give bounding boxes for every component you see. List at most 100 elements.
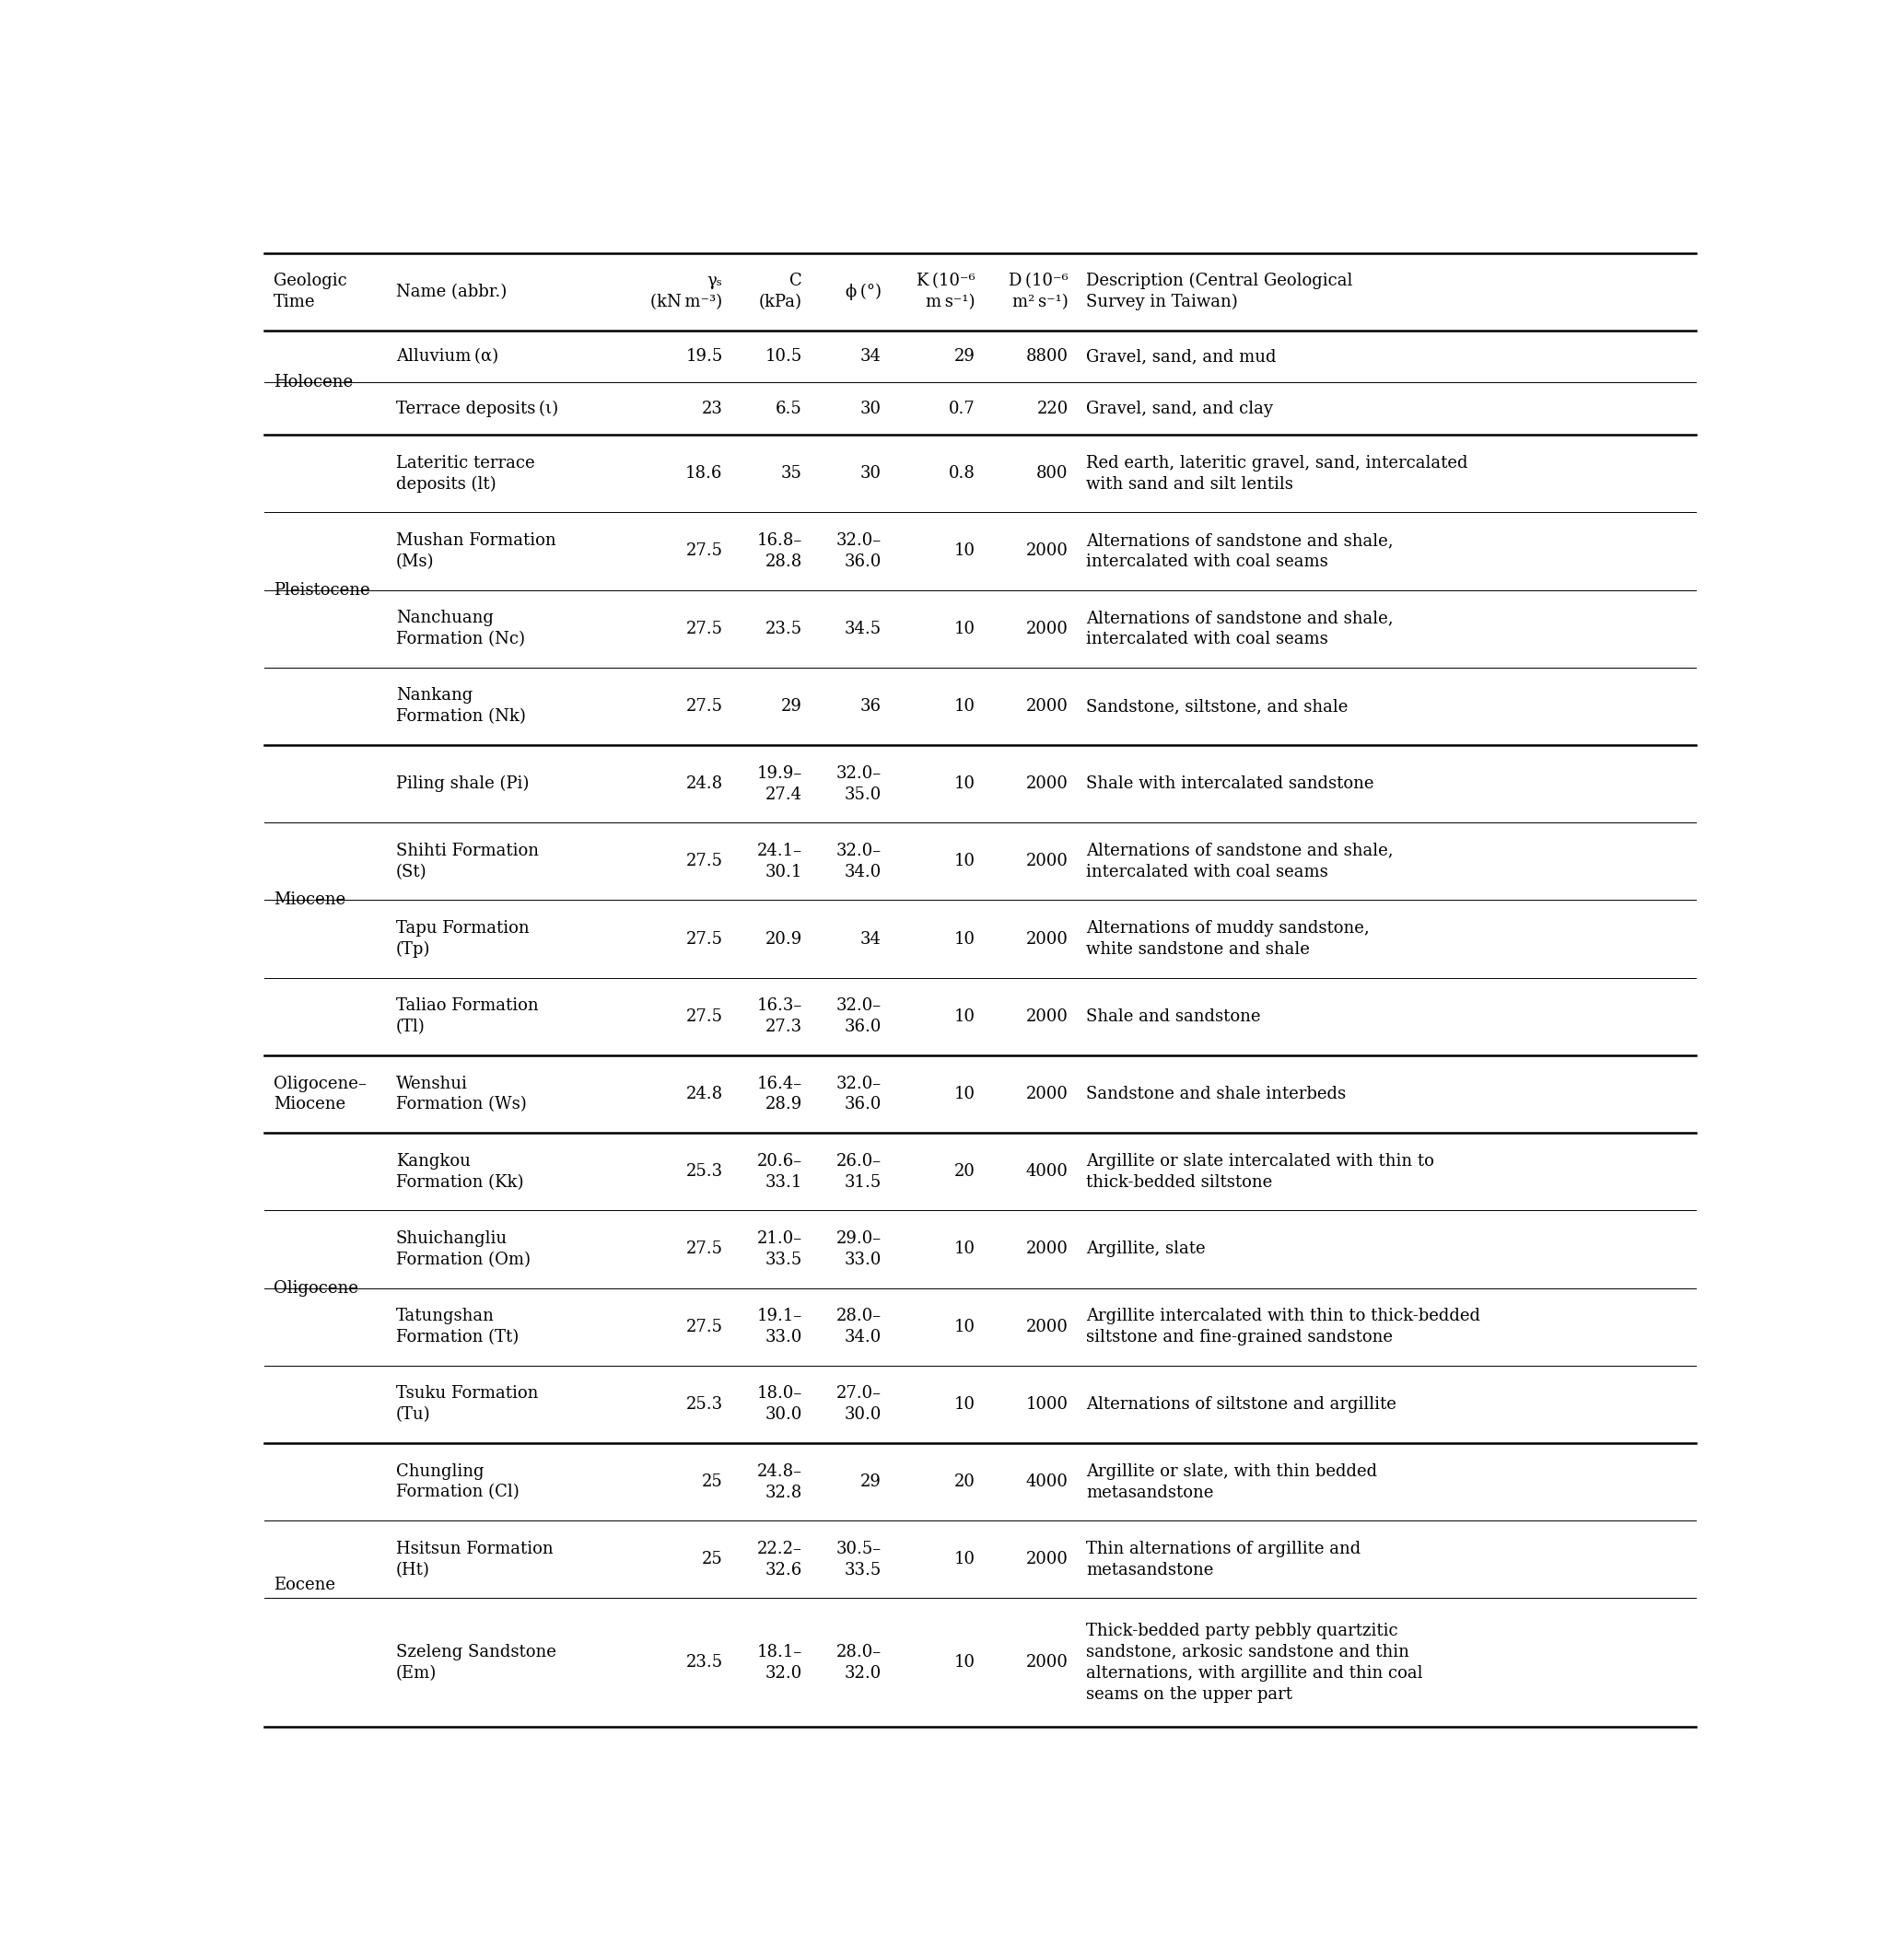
Text: 25.3: 25.3 xyxy=(685,1162,724,1180)
Text: 25: 25 xyxy=(703,1552,724,1568)
Text: 2000: 2000 xyxy=(1026,542,1068,560)
Text: 20: 20 xyxy=(954,1474,975,1489)
Text: 2000: 2000 xyxy=(1026,1654,1068,1671)
Text: 10: 10 xyxy=(954,1241,975,1258)
Text: 34: 34 xyxy=(861,932,882,947)
Text: 28.0–
34.0: 28.0– 34.0 xyxy=(836,1307,882,1346)
Text: Eocene: Eocene xyxy=(274,1577,335,1593)
Text: Chungling
Formation (Cl): Chungling Formation (Cl) xyxy=(396,1464,520,1501)
Text: Argillite, slate: Argillite, slate xyxy=(1085,1241,1205,1258)
Text: 24.8: 24.8 xyxy=(685,1086,724,1102)
Text: 0.7: 0.7 xyxy=(948,401,975,417)
Text: 2000: 2000 xyxy=(1026,1319,1068,1335)
Text: 27.5: 27.5 xyxy=(685,853,724,869)
Text: 8800: 8800 xyxy=(1026,348,1068,364)
Text: Geologic
Time: Geologic Time xyxy=(274,272,347,311)
Text: 10: 10 xyxy=(954,1654,975,1671)
Text: 2000: 2000 xyxy=(1026,1086,1068,1102)
Text: 26.0–
31.5: 26.0– 31.5 xyxy=(836,1153,882,1190)
Text: Alternations of sandstone and shale,
intercalated with coal seams: Alternations of sandstone and shale, int… xyxy=(1085,611,1394,648)
Text: Miocene: Miocene xyxy=(274,892,345,908)
Text: Description (Central Geological
Survey in Taiwan): Description (Central Geological Survey i… xyxy=(1085,272,1352,311)
Text: 32.0–
36.0: 32.0– 36.0 xyxy=(836,532,882,569)
Text: 25: 25 xyxy=(703,1474,724,1489)
Text: 36: 36 xyxy=(861,699,882,714)
Text: 16.4–
28.9: 16.4– 28.9 xyxy=(756,1074,802,1114)
Text: 19.9–
27.4: 19.9– 27.4 xyxy=(756,765,802,802)
Text: Tatungshan
Formation (Tt): Tatungshan Formation (Tt) xyxy=(396,1307,518,1346)
Text: 29: 29 xyxy=(954,348,975,364)
Text: 27.5: 27.5 xyxy=(685,542,724,560)
Text: 20: 20 xyxy=(954,1162,975,1180)
Text: Nankang
Formation (Nk): Nankang Formation (Nk) xyxy=(396,687,526,724)
Text: 4000: 4000 xyxy=(1026,1474,1068,1489)
Text: Alternations of sandstone and shale,
intercalated with coal seams: Alternations of sandstone and shale, int… xyxy=(1085,532,1394,569)
Text: 22.2–
32.6: 22.2– 32.6 xyxy=(758,1540,802,1577)
Text: 35: 35 xyxy=(781,466,802,481)
Text: Alluvium (α): Alluvium (α) xyxy=(396,348,499,364)
Text: Nanchuang
Formation (Nc): Nanchuang Formation (Nc) xyxy=(396,611,526,648)
Text: 4000: 4000 xyxy=(1026,1162,1068,1180)
Text: Tapu Formation
(Tp): Tapu Formation (Tp) xyxy=(396,920,529,957)
Text: 2000: 2000 xyxy=(1026,699,1068,714)
Text: 10: 10 xyxy=(954,699,975,714)
Text: 32.0–
36.0: 32.0– 36.0 xyxy=(836,1074,882,1114)
Text: 34.5: 34.5 xyxy=(845,620,882,636)
Text: 2000: 2000 xyxy=(1026,1008,1068,1025)
Text: Shale with intercalated sandstone: Shale with intercalated sandstone xyxy=(1085,775,1375,793)
Text: Tsuku Formation
(Tu): Tsuku Formation (Tu) xyxy=(396,1386,539,1423)
Text: Oligocene: Oligocene xyxy=(274,1280,358,1296)
Text: 16.3–
27.3: 16.3– 27.3 xyxy=(756,998,802,1035)
Text: 10: 10 xyxy=(954,932,975,947)
Text: Sandstone and shale interbeds: Sandstone and shale interbeds xyxy=(1085,1086,1346,1102)
Text: 28.0–
32.0: 28.0– 32.0 xyxy=(836,1644,882,1681)
Text: Alternations of sandstone and shale,
intercalated with coal seams: Alternations of sandstone and shale, int… xyxy=(1085,843,1394,881)
Text: 29: 29 xyxy=(781,699,802,714)
Text: 23: 23 xyxy=(703,401,724,417)
Text: 19.1–
33.0: 19.1– 33.0 xyxy=(756,1307,802,1346)
Text: 2000: 2000 xyxy=(1026,932,1068,947)
Text: Wenshui
Formation (Ws): Wenshui Formation (Ws) xyxy=(396,1074,527,1114)
Text: 10: 10 xyxy=(954,1086,975,1102)
Text: Alternations of muddy sandstone,
white sandstone and shale: Alternations of muddy sandstone, white s… xyxy=(1085,920,1369,957)
Text: 24.8: 24.8 xyxy=(685,775,724,793)
Text: Gravel, sand, and clay: Gravel, sand, and clay xyxy=(1085,401,1274,417)
Text: 18.0–
30.0: 18.0– 30.0 xyxy=(756,1386,802,1423)
Text: 21.0–
33.5: 21.0– 33.5 xyxy=(756,1231,802,1268)
Text: Szeleng Sandstone
(Em): Szeleng Sandstone (Em) xyxy=(396,1644,556,1681)
Text: Red earth, lateritic gravel, sand, intercalated
with sand and silt lentils: Red earth, lateritic gravel, sand, inter… xyxy=(1085,454,1468,493)
Text: Holocene: Holocene xyxy=(274,374,352,391)
Text: 29: 29 xyxy=(861,1474,882,1489)
Text: Taliao Formation
(Tl): Taliao Formation (Tl) xyxy=(396,998,539,1035)
Text: Mushan Formation
(Ms): Mushan Formation (Ms) xyxy=(396,532,556,569)
Text: 18.6: 18.6 xyxy=(685,466,724,481)
Text: 23.5: 23.5 xyxy=(685,1654,724,1671)
Text: Gravel, sand, and mud: Gravel, sand, and mud xyxy=(1085,348,1276,364)
Text: 27.5: 27.5 xyxy=(685,1241,724,1258)
Text: 27.5: 27.5 xyxy=(685,620,724,636)
Text: 32.0–
35.0: 32.0– 35.0 xyxy=(836,765,882,802)
Text: 0.8: 0.8 xyxy=(948,466,975,481)
Text: Alternations of siltstone and argillite: Alternations of siltstone and argillite xyxy=(1085,1395,1396,1413)
Text: Terrace deposits (ι): Terrace deposits (ι) xyxy=(396,401,558,417)
Text: 10: 10 xyxy=(954,542,975,560)
Text: 10: 10 xyxy=(954,853,975,869)
Text: 25.3: 25.3 xyxy=(685,1395,724,1413)
Text: Kangkou
Formation (Kk): Kangkou Formation (Kk) xyxy=(396,1153,524,1190)
Text: 10: 10 xyxy=(954,1319,975,1335)
Text: 20.9: 20.9 xyxy=(765,932,802,947)
Text: 1000: 1000 xyxy=(1026,1395,1068,1413)
Text: D (10⁻⁶
m² s⁻¹): D (10⁻⁶ m² s⁻¹) xyxy=(1009,272,1068,311)
Text: Piling shale (Pi): Piling shale (Pi) xyxy=(396,775,529,793)
Text: Lateritic terrace
deposits (lt): Lateritic terrace deposits (lt) xyxy=(396,454,535,493)
Text: 27.5: 27.5 xyxy=(685,699,724,714)
Text: Thin alternations of argillite and
metasandstone: Thin alternations of argillite and metas… xyxy=(1085,1540,1361,1577)
Text: 24.1–
30.1: 24.1– 30.1 xyxy=(758,843,802,881)
Text: 10: 10 xyxy=(954,1395,975,1413)
Text: 16.8–
28.8: 16.8– 28.8 xyxy=(756,532,802,569)
Text: 27.5: 27.5 xyxy=(685,932,724,947)
Text: Argillite or slate, with thin bedded
metasandstone: Argillite or slate, with thin bedded met… xyxy=(1085,1464,1377,1501)
Text: 2000: 2000 xyxy=(1026,620,1068,636)
Text: 800: 800 xyxy=(1036,466,1068,481)
Text: Hsitsun Formation
(Ht): Hsitsun Formation (Ht) xyxy=(396,1540,554,1577)
